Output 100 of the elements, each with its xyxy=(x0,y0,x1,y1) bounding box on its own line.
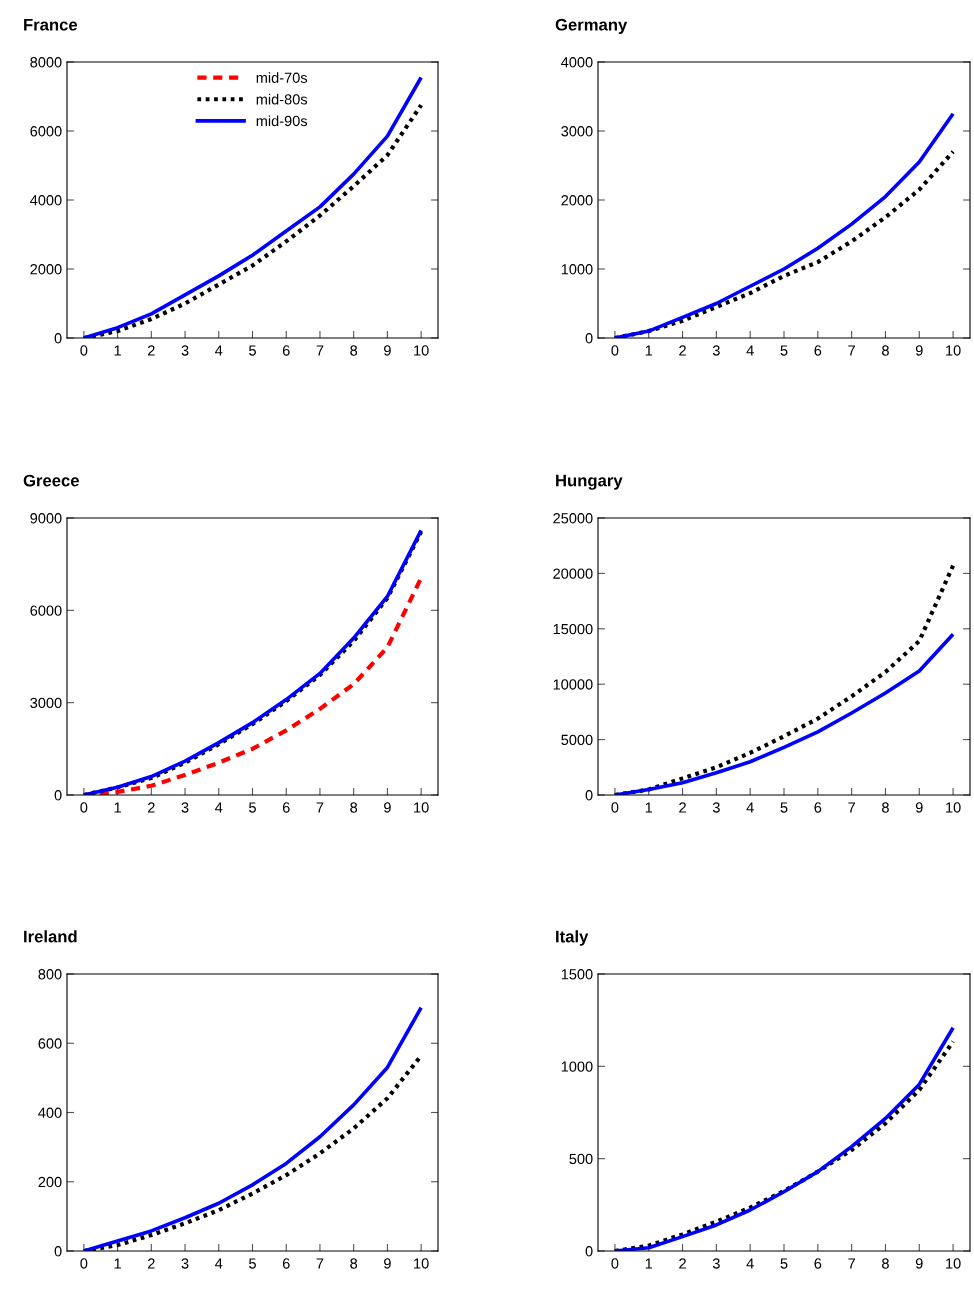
x-tick-label: 10 xyxy=(414,802,429,813)
y-tick-label: 8000 xyxy=(30,57,62,68)
x-tick-label: 10 xyxy=(946,1258,961,1269)
x-tick-label: 2 xyxy=(679,1258,686,1269)
x-tick-label: 7 xyxy=(848,1258,855,1269)
x-tick-label: 7 xyxy=(316,1258,324,1269)
chart-title: Italy xyxy=(556,930,589,946)
x-tick-label: 0 xyxy=(80,802,88,813)
y-tick-label: 10000 xyxy=(553,679,593,690)
x-tick-label: 3 xyxy=(712,345,720,356)
y-tick-label: 9000 xyxy=(30,513,62,524)
x-tick-label: 9 xyxy=(384,1258,391,1269)
x-tick-label: 5 xyxy=(249,345,256,356)
x-tick-label: 1 xyxy=(114,1258,121,1269)
x-tick-label: 10 xyxy=(414,345,429,356)
x-tick-label: 3 xyxy=(712,802,720,813)
line-series xyxy=(613,632,955,795)
chart-title: Ireland xyxy=(24,930,77,943)
x-tick-label: 4 xyxy=(215,1258,223,1269)
x-tick-label: 1 xyxy=(114,802,121,813)
x-tick-label: 7 xyxy=(316,802,324,813)
x-tick-label: 2 xyxy=(679,345,686,356)
x-tick-label: 8 xyxy=(350,1258,358,1269)
x-tick-label: 0 xyxy=(611,802,619,813)
y-tick-label: 4000 xyxy=(30,195,62,206)
y-tick-label: 0 xyxy=(585,790,593,801)
x-tick-label: 5 xyxy=(780,802,788,813)
chart-title: Hungary xyxy=(556,474,623,490)
x-tick-label: 9 xyxy=(915,345,923,356)
y-tick-label: 0 xyxy=(54,790,62,801)
x-tick-label: 4 xyxy=(215,345,223,356)
x-tick-label: 5 xyxy=(249,802,256,813)
y-tick-label: 400 xyxy=(38,1107,62,1118)
y-tick-label: 0 xyxy=(585,1246,593,1257)
x-tick-label: 5 xyxy=(780,345,788,356)
x-tick-label: 9 xyxy=(915,802,923,813)
x-tick-label: 6 xyxy=(814,1258,822,1269)
x-tick-label: 0 xyxy=(611,345,619,356)
y-tick-label: 0 xyxy=(585,333,593,344)
x-tick-label: 4 xyxy=(746,802,754,813)
x-tick-label: 4 xyxy=(746,1258,754,1269)
x-tick-label: 4 xyxy=(746,345,754,356)
x-tick-label: 0 xyxy=(611,1258,619,1269)
y-tick-label: 2000 xyxy=(30,264,62,275)
x-tick-label: 1 xyxy=(114,345,121,356)
x-tick-label: 6 xyxy=(282,802,290,813)
x-tick-label: 3 xyxy=(712,1258,720,1269)
x-tick-label: 1 xyxy=(645,1258,653,1269)
y-tick-label: 1500 xyxy=(561,969,593,980)
y-tick-label: 25000 xyxy=(553,513,593,524)
x-tick-label: 6 xyxy=(814,802,822,813)
y-tick-label: 1000 xyxy=(561,1061,593,1072)
x-tick-label: 2 xyxy=(148,802,155,813)
x-tick-label: 10 xyxy=(946,802,961,813)
y-tick-label: 5000 xyxy=(561,734,593,746)
y-tick-label: 4000 xyxy=(561,57,593,68)
x-tick-label: 8 xyxy=(350,802,358,813)
y-tick-label: 6000 xyxy=(30,126,62,137)
legend-label: mid-80s xyxy=(256,93,308,105)
x-tick-label: 9 xyxy=(384,802,391,813)
x-tick-label: 7 xyxy=(848,802,855,813)
x-tick-label: 0 xyxy=(80,345,88,356)
line-series xyxy=(613,111,955,338)
x-tick-label: 10 xyxy=(946,345,961,356)
x-tick-label: 3 xyxy=(181,802,189,813)
x-tick-label: 9 xyxy=(384,345,391,356)
y-tick-label: 2000 xyxy=(561,195,593,206)
x-tick-label: 5 xyxy=(780,1258,788,1269)
y-tick-label: 200 xyxy=(38,1176,62,1188)
x-tick-label: 8 xyxy=(882,802,889,813)
x-tick-label: 9 xyxy=(915,1258,923,1269)
x-tick-label: 1 xyxy=(645,802,653,813)
x-tick-label: 5 xyxy=(249,1258,256,1269)
x-tick-label: 1 xyxy=(645,345,653,356)
x-tick-label: 7 xyxy=(848,345,855,356)
y-tick-label: 500 xyxy=(569,1153,593,1165)
chart-title: Germany xyxy=(555,18,628,34)
x-tick-label: 7 xyxy=(316,345,324,356)
x-tick-label: 8 xyxy=(350,345,358,356)
y-tick-label: 15000 xyxy=(553,623,593,635)
chart-title: France xyxy=(24,18,78,31)
x-tick-label: 6 xyxy=(282,345,290,356)
x-tick-label: 3 xyxy=(181,345,189,356)
x-tick-label: 2 xyxy=(679,802,686,813)
x-tick-label: 6 xyxy=(282,1258,290,1269)
y-tick-label: 800 xyxy=(38,969,62,980)
y-tick-label: 0 xyxy=(54,333,62,344)
chart-title: Greece xyxy=(23,474,79,487)
x-tick-label: 8 xyxy=(882,1258,889,1269)
x-tick-label: 3 xyxy=(181,1258,189,1269)
y-tick-label: 600 xyxy=(38,1038,62,1049)
y-tick-label: 20000 xyxy=(553,568,593,579)
y-tick-label: 3000 xyxy=(561,126,593,137)
x-tick-label: 0 xyxy=(80,1258,88,1269)
x-tick-label: 2 xyxy=(148,1258,155,1269)
x-tick-label: 8 xyxy=(882,345,889,356)
line-series xyxy=(82,1005,423,1251)
y-tick-label: 1000 xyxy=(561,264,593,275)
x-tick-label: 6 xyxy=(814,345,822,356)
x-tick-label: 2 xyxy=(148,345,155,356)
